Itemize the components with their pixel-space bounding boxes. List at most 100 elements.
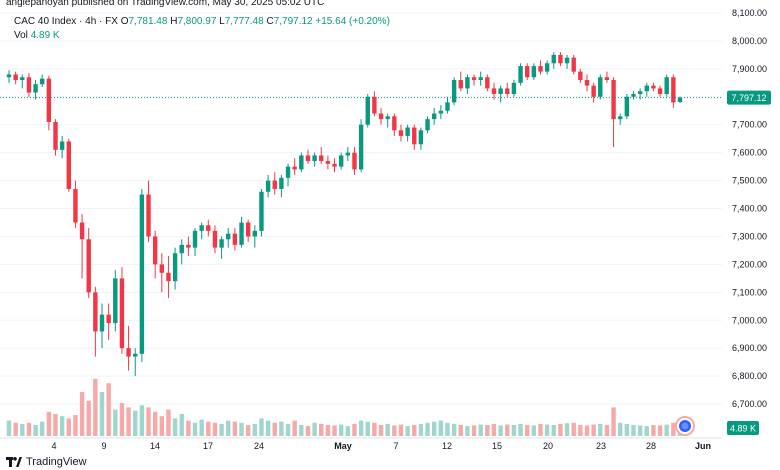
time-tick-label: 24 [254,441,264,451]
candle-body [232,233,238,245]
volume-bar [598,423,603,436]
volume-bar [119,403,125,436]
volume-bar [86,400,91,436]
candle-body [358,124,364,170]
volume-bar [46,411,52,436]
volume-bar [664,424,669,436]
volume-bar [232,421,238,436]
candle-body [451,80,457,103]
candle-body [192,230,198,248]
candle-body [624,96,630,117]
price-tick-label: 6,800.00 [732,371,767,381]
candle-body [79,222,85,240]
candle-body [671,77,676,103]
candle-body [378,113,384,120]
time-tick-label: 17 [203,441,213,451]
candle-body [365,96,370,125]
candle-body [392,116,397,131]
candle [551,52,556,69]
candle [538,60,543,75]
volume-bar [332,425,337,436]
candle [571,54,576,75]
volume-bar [6,420,12,436]
volume-bar [498,425,503,436]
candle-body [651,85,656,89]
candle [159,253,165,293]
volume-bar [657,425,663,436]
candle [33,80,38,100]
candle [471,74,477,86]
candle [352,147,357,176]
candle [279,175,284,198]
candle-body [518,66,523,83]
price-tick-label: 7,900.00 [732,64,767,74]
volume-bar [378,425,384,436]
candle-body [491,88,497,94]
candle-body [664,77,669,94]
candle [385,113,390,128]
candle [624,93,630,120]
volume-bar [518,423,523,436]
candle [651,82,656,92]
candle [259,188,264,237]
candle [106,303,111,340]
candle [20,74,25,89]
candle [458,71,463,92]
volume-bar [637,425,643,436]
candle [206,219,211,237]
volume-bar [405,426,410,436]
candle [365,93,370,128]
candle-body [604,77,610,81]
replay-icon[interactable] [675,416,695,436]
price-tick-label: 7,000.00 [732,315,767,325]
volume-bar [186,420,191,436]
candle [584,74,590,92]
candle-body [186,244,191,248]
time-axis: 4 9 14 17 24 May 7 12 15 20 23 28 Jun [0,437,722,451]
candle [564,54,570,69]
candle [73,180,78,229]
price-tick-label: 8,100.00 [732,8,767,18]
candle-body [53,121,58,150]
candle [93,286,98,357]
candle [657,85,663,97]
candle [46,75,52,131]
candle [252,225,258,248]
volume-bar [245,425,251,436]
volume-bar [624,423,630,436]
candle [292,158,297,176]
price-tick-label: 7,500.00 [732,176,767,186]
last-volume-label: 4.89 K [730,424,756,434]
candle [199,222,204,240]
candle [265,175,271,198]
volume-bar [398,424,404,436]
volume-bar [292,420,297,436]
candle-body [571,57,576,72]
volume-bar [564,423,570,436]
close-label: C [266,16,274,27]
last-price-label: 7,797.12 [731,93,766,103]
tradingview-watermark[interactable]: TradingView [6,456,87,468]
volume-bar [372,422,377,436]
volume-bar [59,416,65,436]
volume-label[interactable]: Vol [14,30,28,41]
close-value: 7,797.12 [273,16,313,27]
candle [677,96,683,104]
volume-bar [219,423,224,436]
volume-bar [352,423,357,436]
candle [558,52,563,67]
symbol-label[interactable]: CAC 40 Index · 4h · FX [14,16,118,27]
volume-bar [13,422,18,436]
price-axis: 8,100.008,000.007,900.007,800.007,700.00… [732,8,767,409]
candle-body [425,119,430,131]
candle-body [438,110,444,114]
candle-body [564,57,570,64]
volume-bar [166,409,171,436]
chart-legend: CAC 40 Index · 4h · FX O7,781.48 H7,800.… [14,15,390,42]
tradingview-logo-icon [6,457,22,467]
volume-bar [511,425,517,436]
candle-body [418,130,424,145]
volume-bar [133,410,138,436]
candle-body [199,225,204,231]
